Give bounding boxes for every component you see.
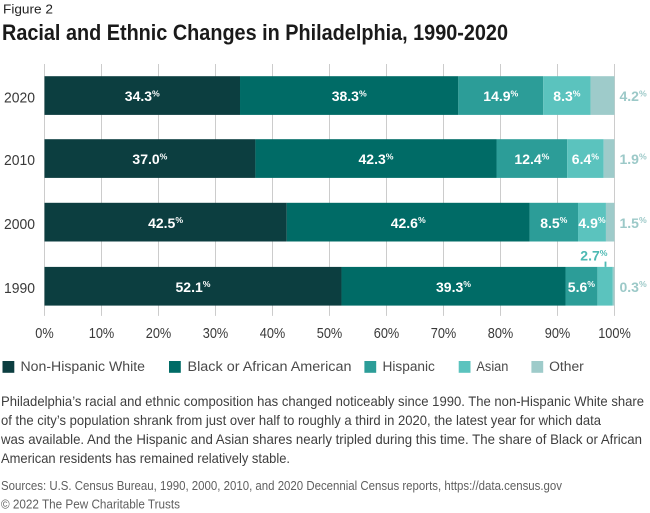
svg-text:14.9%: 14.9% [483, 88, 518, 104]
svg-text:60%: 60% [374, 325, 400, 342]
svg-text:2.7%: 2.7% [580, 248, 607, 264]
svg-text:Non-Hispanic White: Non-Hispanic White [21, 359, 146, 374]
svg-text:Hispanic: Hispanic [383, 359, 436, 374]
svg-text:90%: 90% [545, 325, 571, 342]
svg-text:Asian: Asian [476, 359, 508, 374]
svg-text:American residents has remaine: American residents has remained relative… [1, 450, 290, 466]
svg-text:0.3%: 0.3% [620, 279, 647, 295]
svg-text:20%: 20% [146, 325, 172, 342]
svg-text:1.9%: 1.9% [620, 151, 647, 167]
svg-text:50%: 50% [317, 325, 343, 342]
svg-text:of the city’s population shran: of the city’s population shrank from jus… [1, 412, 601, 428]
svg-text:37.0%: 37.0% [132, 151, 167, 167]
svg-text:2000: 2000 [4, 216, 35, 233]
svg-text:52.1%: 52.1% [176, 279, 211, 295]
svg-text:10%: 10% [89, 325, 115, 342]
svg-text:30%: 30% [203, 325, 229, 342]
svg-text:© 2022 The Pew Charitable Trus: © 2022 The Pew Charitable Trusts [1, 497, 180, 512]
svg-text:40%: 40% [260, 325, 286, 342]
svg-text:42.5%: 42.5% [148, 215, 183, 231]
svg-text:70%: 70% [431, 325, 457, 342]
svg-text:Racial and Ethnic Changes in P: Racial and Ethnic Changes in Philadelphi… [2, 20, 508, 45]
svg-text:Other: Other [549, 359, 584, 374]
svg-text:2010: 2010 [4, 152, 35, 169]
svg-text:39.3%: 39.3% [436, 279, 471, 295]
svg-text:2020: 2020 [4, 89, 35, 106]
svg-text:42.3%: 42.3% [359, 151, 394, 167]
svg-text:80%: 80% [488, 325, 514, 342]
svg-text:Sources: U.S. Census Bureau, 1: Sources: U.S. Census Bureau, 1990, 2000,… [1, 478, 562, 493]
svg-text:38.3%: 38.3% [332, 88, 367, 104]
svg-text:Philadelphia’s racial and ethn: Philadelphia’s racial and ethnic composi… [1, 393, 644, 409]
svg-text:0%: 0% [35, 325, 53, 342]
svg-text:34.3%: 34.3% [125, 88, 160, 104]
svg-text:1990: 1990 [4, 280, 35, 297]
svg-text:Black or African American: Black or African American [188, 359, 352, 374]
svg-text:4.2%: 4.2% [620, 88, 647, 104]
svg-text:Figure 2: Figure 2 [3, 1, 53, 16]
svg-text:100%: 100% [598, 325, 631, 342]
svg-text:1.5%: 1.5% [620, 215, 647, 231]
svg-text:12.4%: 12.4% [514, 151, 549, 167]
svg-text:42.6%: 42.6% [391, 215, 426, 231]
svg-text:was available. And the Hispani: was available. And the Hispanic and Asia… [0, 431, 642, 447]
